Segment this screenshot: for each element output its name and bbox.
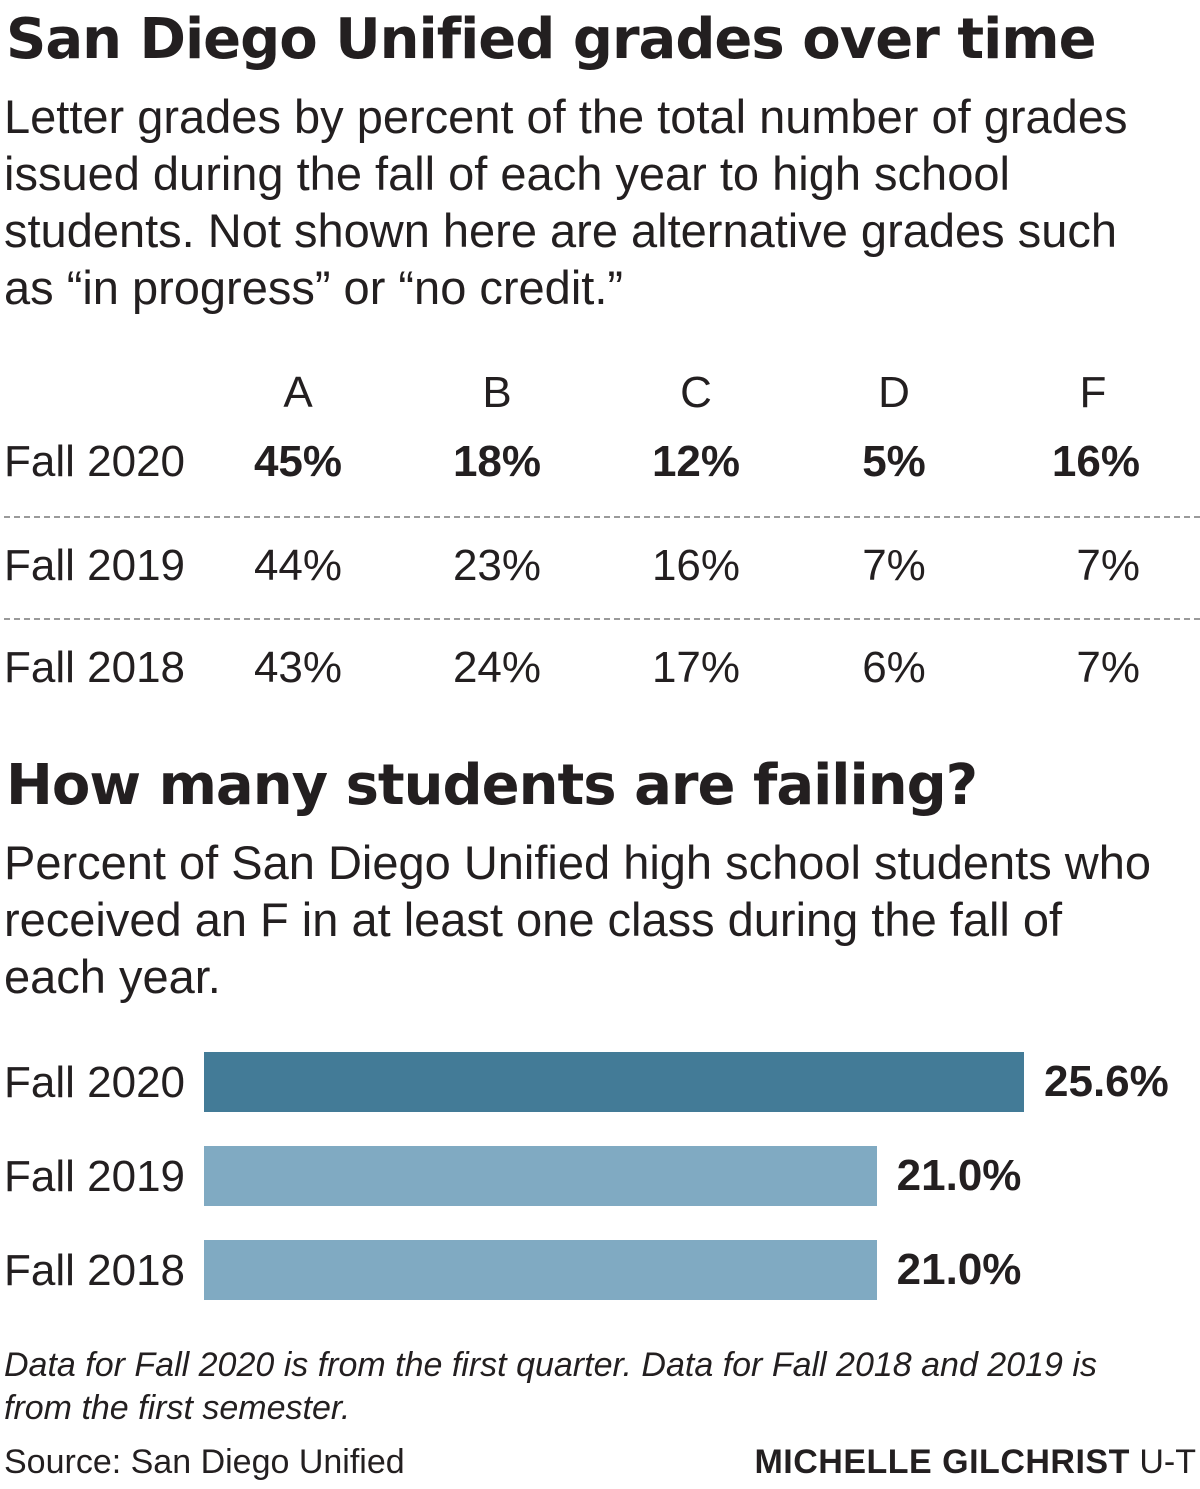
bar: [204, 1146, 877, 1206]
bar-category-label: Fall 2020: [4, 1058, 186, 1107]
bar-row: Fall 2019 21.0%: [0, 1146, 1200, 1208]
cell-c: 16%: [651, 541, 741, 590]
cell-a: 44%: [253, 541, 343, 590]
cell-c: 12%: [651, 437, 741, 486]
column-header-d: D: [878, 368, 910, 417]
column-header-b: B: [482, 368, 512, 417]
bar-row: Fall 2018 21.0%: [0, 1240, 1200, 1302]
source-line: Source: San Diego Unified: [4, 1443, 405, 1481]
bar-value-label: 25.6%: [1044, 1057, 1169, 1106]
failing-title: How many students are failing?: [6, 753, 978, 818]
cell-c: 17%: [651, 643, 741, 692]
chart-subtitle: Letter grades by percent of the total nu…: [4, 90, 1128, 314]
credit-org: U-T: [1139, 1443, 1196, 1481]
credit-author: MICHELLE GILCHRIST: [754, 1443, 1130, 1481]
cell-a: 45%: [253, 437, 343, 486]
cell-f: 16%: [1051, 437, 1140, 486]
cell-b: 24%: [452, 643, 542, 692]
column-header-f: F: [1079, 368, 1107, 417]
cell-f: 7%: [1076, 643, 1140, 692]
row-divider: [4, 618, 1200, 620]
cell-d: 5%: [862, 437, 926, 486]
failing-bar-chart: Fall 2020 25.6% Fall 2019 21.0% Fall 2018 21.…: [0, 1030, 1200, 1320]
footnote: Data for Fall 2020 is from the first qua…: [4, 1346, 1097, 1427]
table-row-fall-2018: Fall 2018 43% 24% 17% 6% 7%: [0, 618, 1200, 718]
cell-b: 18%: [452, 437, 542, 486]
bar-category-label: Fall 2018: [4, 1246, 186, 1295]
cell-f: 7%: [1076, 541, 1140, 590]
bar-category-label: Fall 2019: [4, 1152, 186, 1201]
table-row-fall-2019: Fall 2019 44% 23% 16% 7% 7%: [0, 516, 1200, 616]
cell-d: 6%: [862, 643, 926, 692]
bar-value-label: 21.0%: [896, 1151, 1022, 1200]
cell-a: 43%: [253, 643, 343, 692]
table-row-fall-2020: Fall 2020 45% 18% 12% 5% 16%: [0, 412, 1200, 512]
column-header-c: C: [680, 368, 712, 417]
failing-subtitle: Percent of San Diego Unified high school…: [4, 836, 1151, 1003]
bar-row: Fall 2020 25.6%: [0, 1052, 1200, 1114]
row-label: Fall 2020: [4, 437, 186, 486]
grades-table: A B C D F Fall 2020 45% 18% 12% 5% 16% F…: [0, 360, 1200, 700]
bar-value-label: 21.0%: [896, 1245, 1022, 1294]
chart-title: San Diego Unified grades over time: [6, 7, 1097, 72]
bar: [204, 1052, 1024, 1112]
credit-line: MICHELLE GILCHRIST U-T: [754, 1440, 1196, 1484]
column-header-a: A: [283, 368, 313, 417]
cell-b: 23%: [452, 541, 542, 590]
row-label: Fall 2019: [4, 541, 186, 590]
row-label: Fall 2018: [4, 643, 186, 692]
cell-d: 7%: [862, 541, 926, 590]
bar: [204, 1240, 877, 1300]
row-divider: [4, 516, 1200, 518]
